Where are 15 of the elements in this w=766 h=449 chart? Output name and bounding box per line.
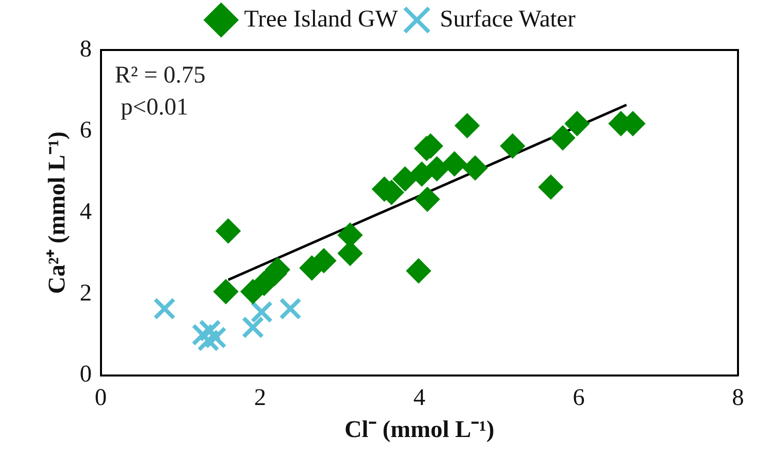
- annotation: p<0.01: [120, 94, 188, 120]
- y-axis-title: Ca²⁺ (mmol L⁻¹): [44, 132, 71, 294]
- annotation: R² = 0.75: [114, 62, 206, 88]
- y-tick-label: 2: [80, 280, 92, 306]
- y-tick-label: 4: [80, 198, 92, 225]
- x-tick-label: 6: [572, 385, 585, 412]
- y-tick-label: 6: [80, 118, 92, 144]
- y-tick-label: 0: [80, 362, 92, 388]
- x-axis-title: Cl⁻ (mmol L⁻¹): [344, 416, 494, 443]
- y-tick-label: 8: [80, 36, 92, 62]
- x-tick-label: 2: [254, 385, 266, 412]
- legend-label: Tree Island GW: [244, 6, 398, 32]
- x-tick-label: 4: [413, 385, 426, 412]
- legend-label: Surface Water: [440, 6, 576, 32]
- x-tick-label: 8: [732, 385, 744, 412]
